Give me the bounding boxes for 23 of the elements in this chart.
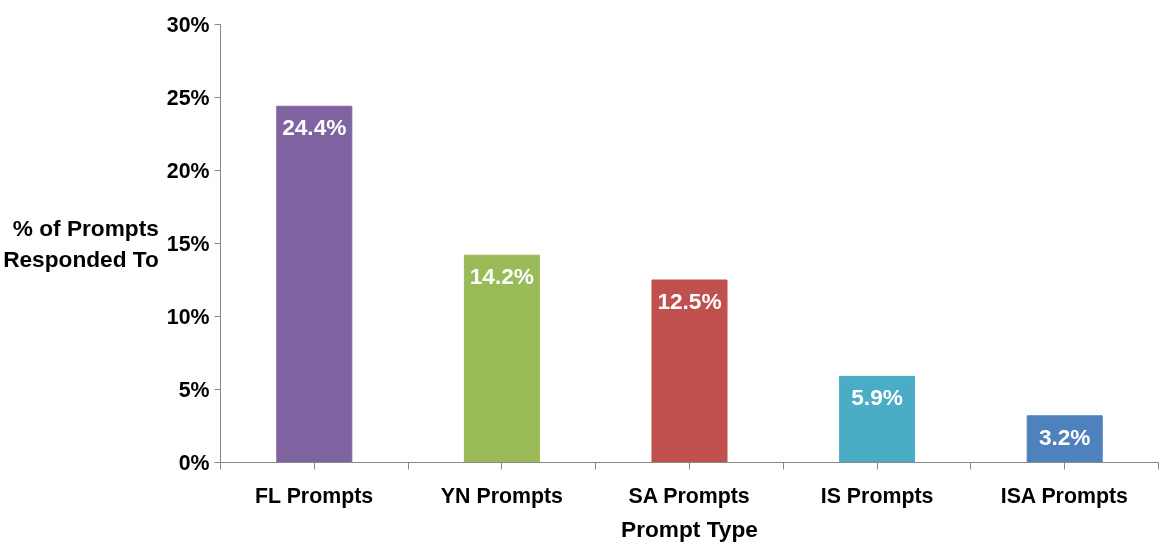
- data-label: 12.5%: [657, 288, 722, 314]
- x-tick-label: ISA Prompts: [1000, 483, 1128, 508]
- y-tick-label: 25%: [166, 85, 210, 110]
- y-axis-title: % of Prompts Responded To: [3, 214, 159, 273]
- bar: [463, 254, 540, 463]
- data-label: 14.2%: [469, 263, 535, 290]
- y-tick-label: 10%: [166, 304, 210, 329]
- data-label: 24.4%: [282, 114, 347, 141]
- data-label: 5.9%: [851, 384, 903, 411]
- x-tick-label: SA Prompts: [628, 483, 750, 508]
- x-tick-label: YN Prompts: [440, 483, 563, 508]
- y-tick-label: 5%: [178, 377, 210, 402]
- y-tick-label: 20%: [166, 158, 210, 183]
- x-tick-label: IS Prompts: [820, 483, 934, 508]
- y-tick-label: 15%: [166, 231, 210, 256]
- bar: [276, 105, 353, 463]
- bar: [839, 375, 916, 463]
- bar: [651, 279, 728, 463]
- x-tick-label: FL Prompts: [255, 483, 374, 508]
- y-tick-label: 30%: [166, 12, 210, 37]
- y-tick-label: 0%: [178, 450, 210, 475]
- x-axis-title: Prompt Type: [621, 515, 758, 542]
- data-label: 3.2%: [1038, 423, 1091, 450]
